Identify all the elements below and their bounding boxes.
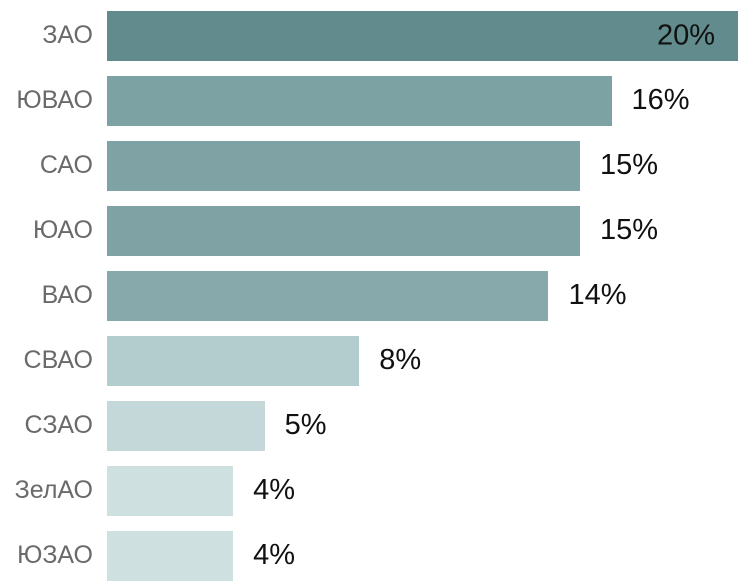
value-label: 20% [656, 19, 715, 51]
category-label: ЗелАО [14, 476, 93, 504]
value-label: 5% [284, 409, 327, 441]
bar-area: 4% [107, 465, 744, 516]
category-label: САО [39, 151, 93, 179]
bar-area: 8% [107, 335, 744, 386]
value-label: 4% [253, 539, 296, 571]
value-label: 4% [253, 474, 296, 506]
bar [107, 335, 360, 386]
bar-area: 4% [107, 530, 744, 581]
bar [107, 400, 265, 451]
chart-row: ЗАО 20% [0, 3, 744, 68]
chart-row: ЗелАО 4% [0, 458, 744, 523]
value-label: 14% [568, 279, 627, 311]
bar [107, 530, 234, 581]
bar-area: 14% [107, 270, 744, 321]
chart-row: СЗАО 5% [0, 393, 744, 458]
category-label: ЗАО [42, 21, 93, 49]
bar-area: 15% [107, 140, 744, 191]
bar-area: 15% [107, 205, 744, 256]
category-label: СЗАО [24, 411, 93, 439]
value-label: 16% [631, 84, 690, 116]
bar [107, 205, 580, 256]
bar [107, 140, 580, 191]
bar-area: 5% [107, 400, 744, 451]
chart-row: ЮВАО 16% [0, 68, 744, 133]
category-label: ЮВАО [16, 86, 93, 114]
bar [107, 465, 234, 516]
category-label: ЮАО [33, 216, 93, 244]
chart-row: САО 15% [0, 133, 744, 198]
value-label: 15% [599, 149, 659, 181]
bar-area: 16% [107, 75, 744, 126]
chart-row: ЮАО 15% [0, 198, 744, 263]
category-label: СВАО [23, 346, 93, 374]
chart-row: ЮЗАО 4% [0, 523, 744, 585]
bar [107, 75, 612, 126]
value-label: 8% [379, 344, 422, 376]
bar-area: 20% [107, 10, 744, 61]
chart-row: СВАО 8% [0, 328, 744, 393]
bar [107, 270, 549, 321]
value-label: 15% [599, 214, 659, 246]
category-label: ЮЗАО [17, 541, 93, 569]
chart-row: ВАО 14% [0, 263, 744, 328]
category-label: ВАО [41, 281, 93, 309]
bar [107, 10, 738, 61]
